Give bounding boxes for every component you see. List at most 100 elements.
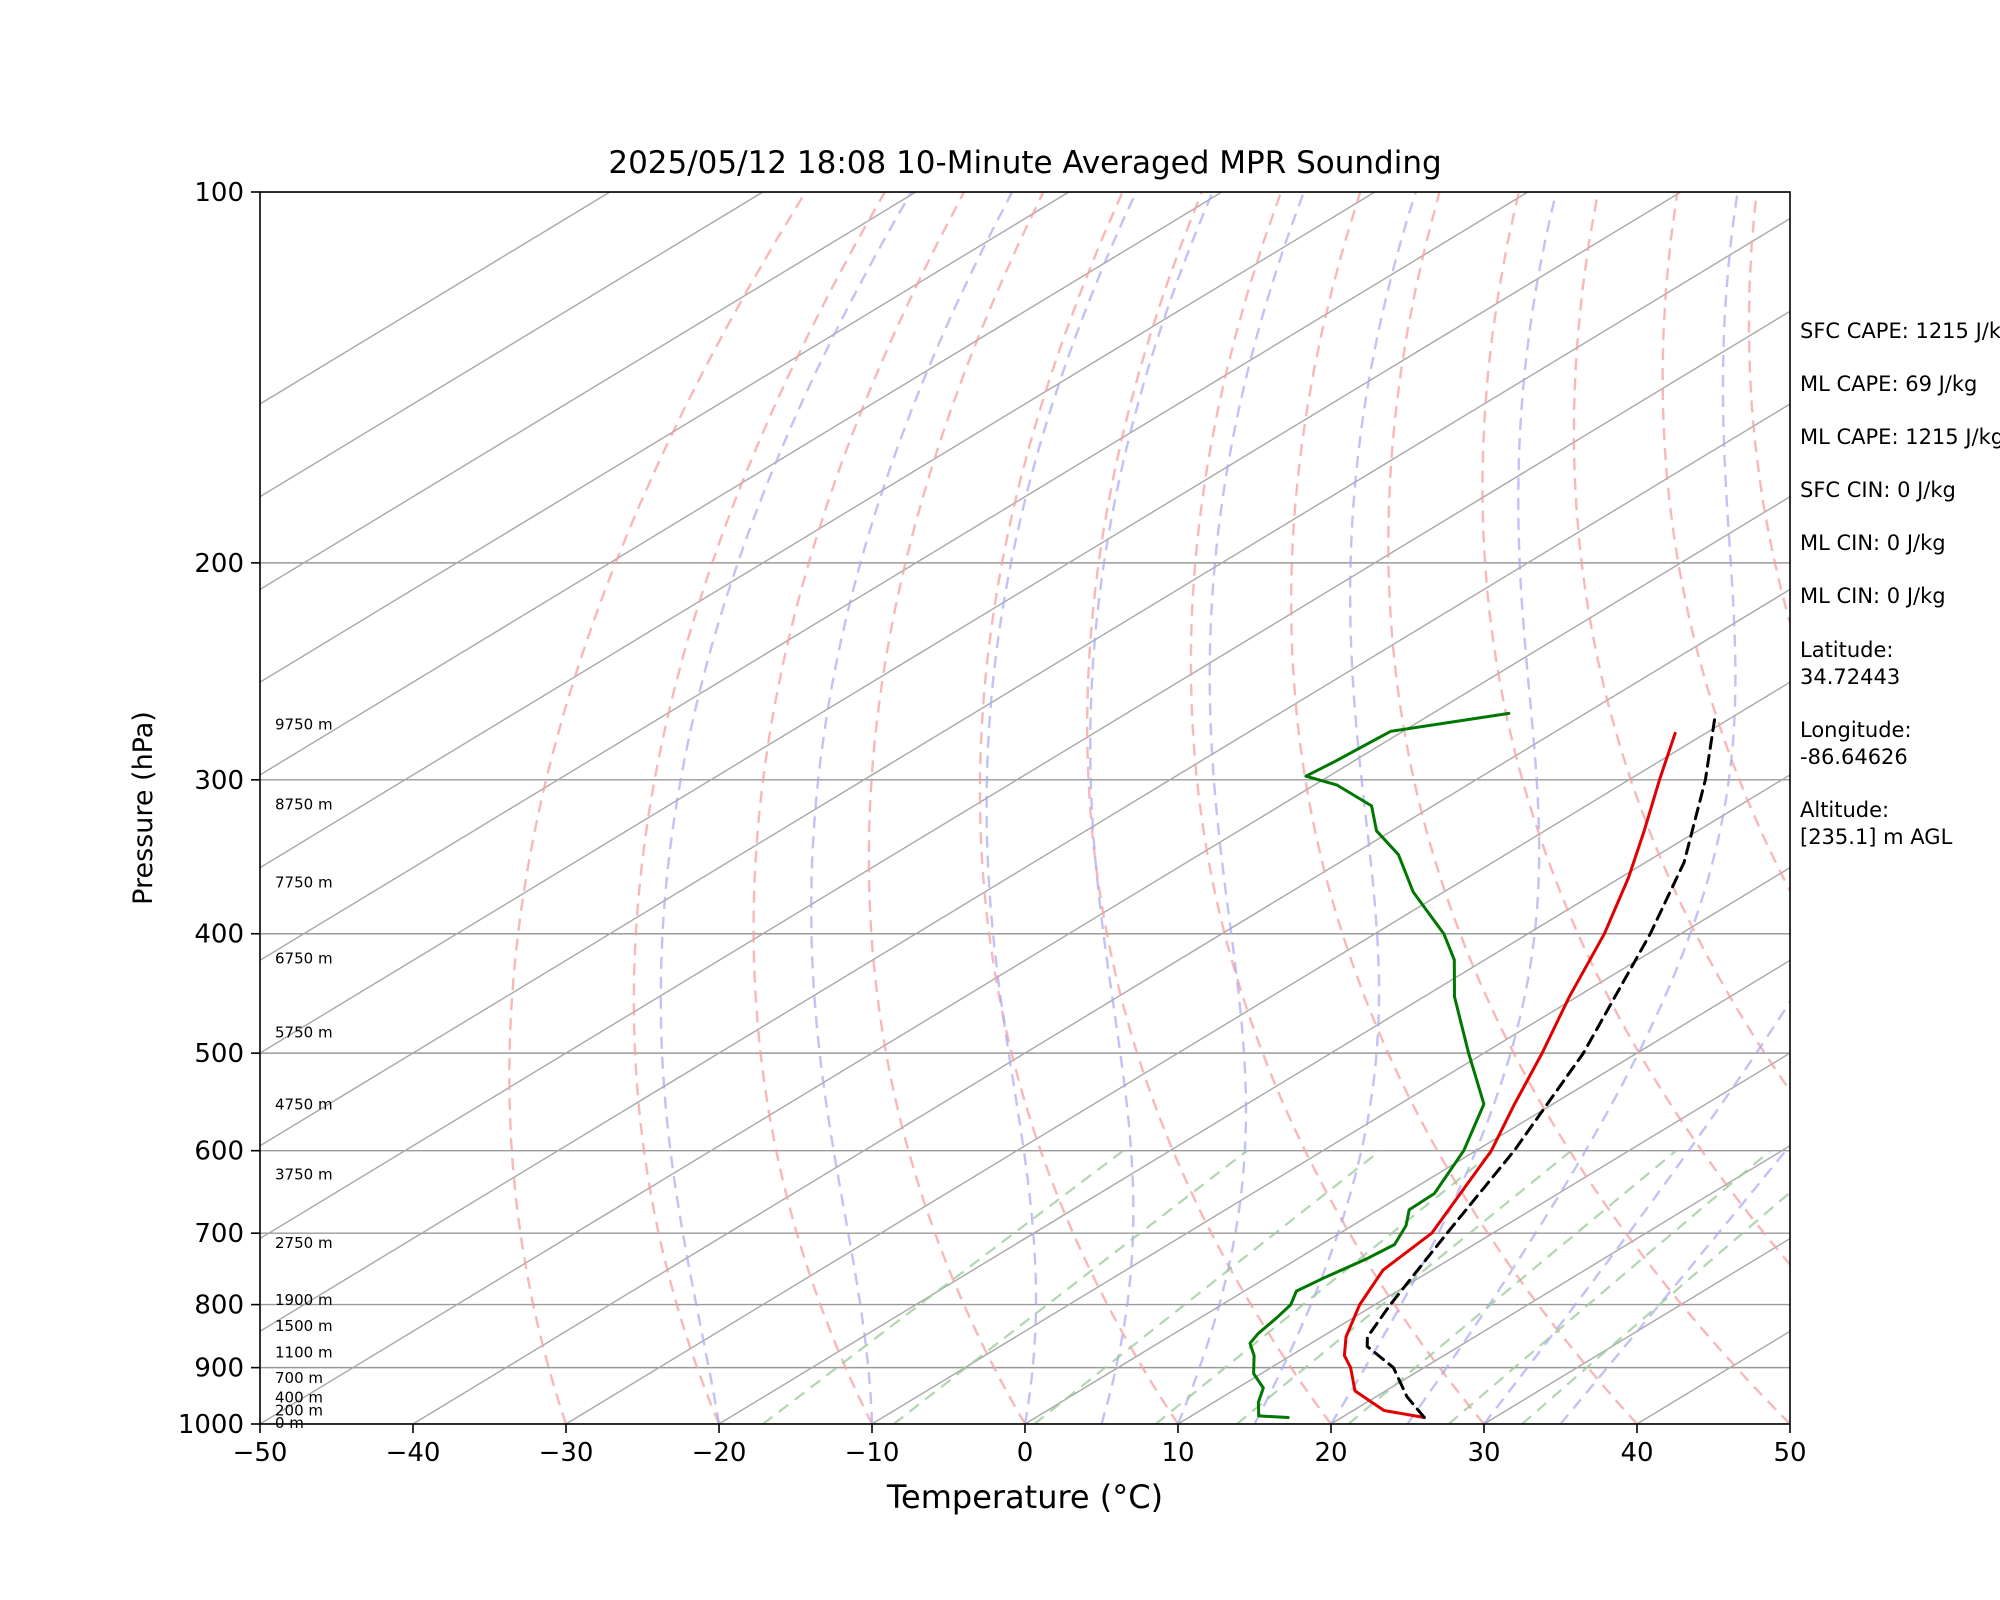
moist-adiabat-lines [659, 192, 1790, 1424]
dry-adiabat-line [1085, 192, 1332, 1424]
isotherm-line [260, 192, 611, 405]
moist-adiabat-line [1253, 192, 1417, 1424]
y-axis: 1000 900 800 700 600 500 400 300 200 100 [178, 178, 260, 1440]
mixing-ratio-line [893, 1149, 1248, 1424]
isotherm-line [718, 774, 1790, 1424]
dry-adiabat-lines [508, 192, 2000, 1424]
x-tick-label: 50 [1773, 1438, 1806, 1468]
y-tick-label: 700 [194, 1219, 244, 1249]
longitude-value: -86.64626 [1800, 745, 1908, 769]
y-tick-label: 600 [194, 1137, 244, 1167]
mixing-ratio-line [1521, 1191, 1790, 1424]
dry-adiabat-line [867, 192, 1045, 1424]
latitude-value: 34.72443 [1800, 665, 1900, 689]
moist-adiabat-line [1176, 192, 1306, 1424]
mixing-ratio-line [762, 1149, 1124, 1424]
dry-adiabat-line [1387, 192, 1790, 1424]
x-tick-label: −10 [845, 1438, 900, 1468]
y-tick-label: 200 [194, 549, 244, 579]
isotherm-line [412, 588, 1790, 1424]
dry-adiabat-line [508, 192, 807, 1424]
x-tick-label: −40 [386, 1438, 441, 1468]
dry-adiabat-line [1189, 192, 1485, 1424]
height-label: 1100 m [275, 1343, 333, 1361]
isotherm-line [260, 310, 1790, 1240]
mixing-ratio-line [1155, 1149, 1496, 1424]
dewpoint-profile-line [1248, 711, 1511, 1419]
height-label: 3750 m [275, 1165, 333, 1183]
dry-adiabat-line [978, 192, 1180, 1424]
mixing-ratio-line [1236, 1149, 1572, 1424]
x-axis-label: Temperature (°C) [886, 1478, 1163, 1516]
mixing-ratio-lines [762, 1149, 1790, 1424]
height-label: 400 m [275, 1389, 323, 1407]
dry-adiabat-line [1994, 192, 2000, 1424]
sounding-series [1248, 711, 1717, 1419]
isotherm-line [260, 192, 1070, 684]
isotherm-line [260, 217, 1790, 1147]
altitude-label: Altitude: [1800, 798, 1889, 822]
moist-adiabat-line [659, 192, 913, 1424]
isotherm-line [1330, 1144, 1790, 1424]
y-tick-label: 100 [194, 178, 244, 208]
height-label: 0 m [275, 1414, 304, 1432]
isotherm-grid [260, 192, 1790, 1424]
y-tick-label: 400 [194, 920, 244, 950]
x-tick-label: 40 [1620, 1438, 1653, 1468]
ml-cin-text: ML CIN: 0 J/kg [1800, 531, 1946, 555]
x-tick-label: −30 [539, 1438, 594, 1468]
isotherm-line [260, 192, 1529, 962]
mixing-ratio-line [1347, 1149, 1677, 1424]
height-label: 6750 m [275, 949, 333, 967]
parcel-profile-line [1365, 711, 1717, 1419]
height-label: 5750 m [275, 1023, 333, 1041]
mixing-ratio-line [1448, 1149, 1772, 1424]
height-label: 2750 m [275, 1234, 333, 1252]
x-tick-label: 30 [1467, 1438, 1500, 1468]
moist-adiabat-line [985, 192, 1138, 1424]
dry-adiabat-line [752, 192, 966, 1424]
isotherm-line [260, 192, 1223, 776]
latitude-label: Latitude: [1800, 638, 1894, 662]
height-label: 1900 m [275, 1291, 333, 1309]
x-tick-label: 10 [1161, 1438, 1194, 1468]
height-label: 700 m [275, 1369, 323, 1387]
dry-adiabat-line [632, 192, 886, 1424]
y-tick-label: 1000 [178, 1410, 244, 1440]
height-label: 200 m [275, 1401, 323, 1419]
height-label: 9750 m [275, 716, 333, 734]
isotherm-line [260, 192, 917, 591]
y-tick-label: 800 [194, 1291, 244, 1321]
y-tick-label: 300 [194, 766, 244, 796]
height-label: 8750 m [275, 796, 333, 814]
height-label: 1500 m [275, 1317, 333, 1335]
y-tick-label: 500 [194, 1039, 244, 1069]
temperature-profile-line [1342, 731, 1677, 1419]
x-tick-label: −50 [233, 1438, 288, 1468]
moist-adiabat-line [810, 192, 1014, 1424]
x-tick-label: 20 [1314, 1438, 1347, 1468]
isotherm-line [260, 403, 1790, 1333]
isotherm-line [871, 866, 1790, 1424]
height-label: 4750 m [275, 1095, 333, 1113]
moist-adiabat-line [1089, 192, 1214, 1424]
longitude-label: Longitude: [1800, 718, 1912, 742]
isotherm-line [1177, 1052, 1790, 1424]
isotherm-line [260, 192, 1682, 1054]
dry-adiabat-line [1481, 192, 1790, 1267]
isotherm-line [565, 681, 1790, 1424]
x-axis: −50 −40 −30 −20 −10 0 10 20 30 40 50 [233, 1424, 1807, 1468]
moist-adiabat-line [1329, 192, 1558, 1424]
mixing-ratio-line [1033, 1149, 1381, 1424]
ml-cin-text: ML CIN: 0 J/kg [1800, 584, 1946, 608]
altitude-value: [235.1] m AGL [1800, 825, 1953, 849]
x-tick-label: −20 [692, 1438, 747, 1468]
ml-cape-text: ML CAPE: 69 J/kg [1800, 372, 1977, 396]
chart-title: 2025/05/12 18:08 10-Minute Averaged MPR … [608, 145, 1441, 181]
y-tick-label: 900 [194, 1354, 244, 1384]
y-axis-label: Pressure (hPa) [128, 711, 159, 905]
sfc-cape-text: SFC CAPE: 1215 J/kg [1800, 319, 2000, 343]
isotherm-line [1024, 959, 1790, 1424]
sfc-cin-text: SFC CIN: 0 J/kg [1800, 478, 1956, 502]
